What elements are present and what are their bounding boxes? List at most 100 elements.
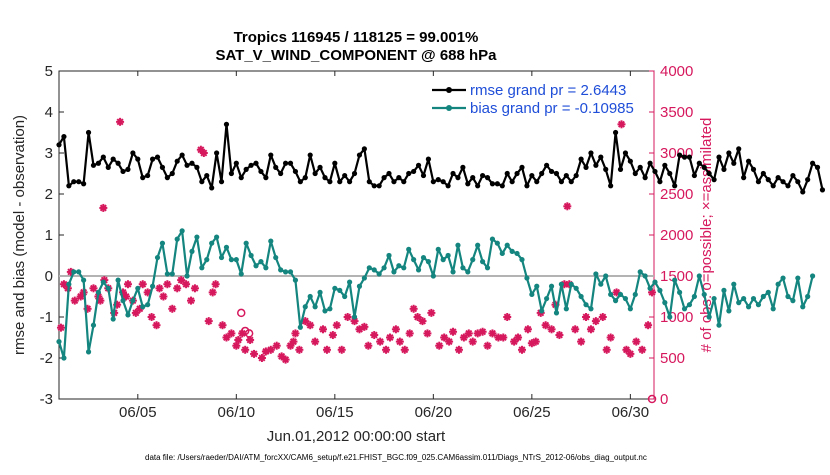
obs-assimilated-point: [218, 321, 227, 330]
y-right-tick-label: 500: [660, 350, 685, 367]
bias-point: [622, 295, 629, 302]
rmse-point: [312, 170, 318, 177]
bias-point: [519, 257, 525, 263]
bias-point: [598, 281, 604, 287]
rmse-point: [218, 179, 225, 185]
rmse-point: [785, 183, 791, 189]
rmse-point: [814, 164, 821, 170]
rmse-point: [450, 170, 456, 177]
obs-assimilated-point: [427, 308, 436, 317]
rmse-point: [351, 170, 358, 177]
rmse-point: [677, 152, 683, 158]
bias-point: [199, 265, 205, 271]
obs-assimilated-point: [591, 317, 600, 326]
bias-point: [125, 312, 131, 318]
bias-point: [406, 246, 412, 252]
bias-point: [287, 269, 294, 275]
rmse-point: [662, 162, 668, 168]
rmse-point: [371, 183, 377, 189]
rmse-point: [810, 160, 816, 166]
chart-title-line1: Tropics 116945 / 118125 = 99.001%: [234, 29, 479, 46]
obs-assimilated-point: [405, 329, 414, 338]
bias-point: [460, 265, 466, 271]
obs-assimilated-point: [266, 345, 275, 354]
rmse-point: [588, 150, 594, 156]
obs-assimilated-point: [76, 292, 85, 301]
y-tick-label: -1: [40, 309, 53, 326]
rmse-point: [154, 154, 161, 160]
obs-assimilated-point: [517, 345, 526, 354]
bias-point: [135, 285, 141, 291]
rmse-point: [568, 179, 574, 185]
obs-assimilated-point: [70, 296, 79, 305]
rmse-point: [302, 175, 308, 181]
rmse-point: [174, 158, 180, 164]
rmse-point: [489, 181, 496, 187]
obs-assimilated-point: [555, 331, 564, 340]
bias-point: [790, 298, 796, 304]
y-axis-label: rmse and bias (model - observation): [11, 115, 28, 355]
bias-point: [455, 242, 461, 248]
bias-point: [701, 291, 707, 298]
bias-point: [347, 279, 353, 285]
bias-point: [800, 304, 806, 310]
rmse-point: [307, 152, 313, 158]
rmse-point: [287, 160, 294, 166]
rmse-point: [322, 175, 328, 181]
bias-point: [292, 277, 299, 283]
rmse-point: [445, 183, 451, 189]
bias-point: [745, 304, 752, 310]
obs-assimilated-point: [227, 329, 236, 338]
rmse-point: [553, 170, 560, 177]
bias-point: [430, 273, 436, 279]
bias-point: [248, 252, 254, 259]
rmse-point: [603, 166, 609, 172]
series-obs-count: [56, 117, 657, 404]
y-tick-label: 0: [45, 268, 53, 285]
bias-point: [770, 306, 776, 312]
bias-point: [356, 283, 363, 289]
obs-assimilated-point: [382, 345, 391, 354]
obs-assimilated-point: [360, 322, 369, 331]
rmse-point: [652, 168, 658, 175]
obs-assimilated-point: [116, 117, 125, 126]
y-right-tick-label: 2000: [660, 227, 693, 244]
x-tick-label: 06/25: [513, 404, 551, 421]
rmse-point: [110, 156, 116, 162]
bias-point: [214, 234, 220, 240]
bias-point: [588, 306, 594, 312]
rmse-point: [529, 172, 535, 179]
bias-point: [667, 314, 673, 320]
bias-point: [706, 314, 712, 320]
bias-point: [647, 285, 653, 291]
legend-swatch-marker: [446, 105, 452, 111]
bias-point: [711, 295, 717, 302]
rmse-point: [726, 150, 732, 156]
bias-point: [332, 285, 338, 291]
bias-point: [218, 254, 225, 261]
rmse-point: [519, 164, 525, 170]
obs-assimilated-point: [400, 345, 409, 354]
rmse-point: [736, 146, 742, 152]
axes-box: [58, 70, 655, 400]
obs-assimilated-point: [376, 337, 385, 346]
rmse-point: [189, 160, 195, 166]
bias-point: [282, 269, 289, 275]
bias-point: [317, 289, 323, 295]
bias-point: [494, 240, 500, 246]
rmse-point: [263, 175, 269, 181]
rmse-point: [731, 160, 737, 166]
bias-point: [529, 291, 535, 298]
rmse-point: [396, 175, 402, 181]
bias-point: [204, 257, 210, 263]
bias-point: [371, 267, 377, 273]
rmse-point: [125, 166, 131, 172]
bias-point: [76, 269, 82, 275]
obs-assimilated-point: [582, 313, 591, 321]
bias-point: [765, 289, 771, 295]
obs-assimilated-point: [123, 280, 132, 289]
rmse-point: [627, 158, 633, 164]
obs-assimilated-point: [514, 333, 523, 342]
obs-assimilated-point: [418, 317, 427, 326]
